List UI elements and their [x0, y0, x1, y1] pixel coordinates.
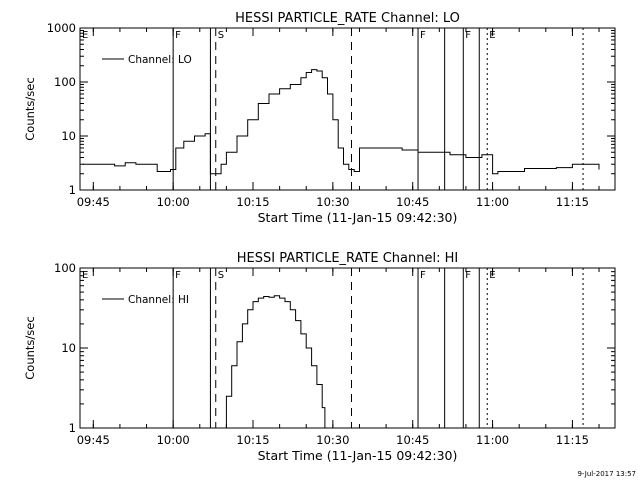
x-tick-label: 10:30 — [316, 433, 349, 447]
series-line — [82, 69, 600, 175]
footer-date: 9-Jul-2017 13:57 — [577, 470, 636, 478]
flag-label: F — [465, 30, 471, 41]
x-tick-label: 10:45 — [396, 433, 429, 447]
x-tick-label: 10:15 — [236, 195, 269, 209]
x-tick-label: 09:45 — [77, 195, 110, 209]
y-tick-label: 1000 — [47, 21, 76, 35]
y-tick-label: 1 — [69, 183, 76, 197]
legend-label: Channel: LO — [128, 54, 192, 66]
x-tick-label: 10:30 — [316, 195, 349, 209]
flag-label: S — [218, 270, 224, 281]
x-tick-label: 10:00 — [157, 195, 190, 209]
x-tick-label: 11:00 — [476, 195, 509, 209]
plot-frame — [79, 27, 616, 191]
y-tick-label: 100 — [54, 261, 76, 275]
y-tick-label: 1 — [69, 421, 76, 435]
flag-label: E — [489, 270, 495, 281]
x-tick-label: 10:45 — [396, 195, 429, 209]
x-tick-label: 10:00 — [157, 433, 190, 447]
y-tick-label: 10 — [61, 341, 76, 355]
y-tick-label: 100 — [54, 75, 76, 89]
chart-title: HESSI PARTICLE_RATE Channel: LO — [235, 11, 460, 26]
flag-label: E — [489, 30, 495, 41]
flag-label: F — [175, 30, 181, 41]
corner-flag-label: E — [82, 270, 88, 281]
flag-label: F — [420, 270, 426, 281]
legend-label: Channel: HI — [128, 294, 189, 306]
x-tick-label: 10:15 — [236, 433, 269, 447]
flag-label: F — [465, 270, 471, 281]
y-axis-label: Counts/sec — [23, 316, 37, 379]
series-line — [221, 295, 326, 429]
x-tick-label: 09:45 — [77, 433, 110, 447]
x-tick-label: 11:15 — [556, 433, 589, 447]
flag-label: S — [218, 30, 224, 41]
x-axis-label: Start Time (11-Jan-15 09:42:30) — [258, 448, 458, 463]
chart-panel-lo: HESSI PARTICLE_RATE Channel: LO 1 10 100 100… — [23, 11, 616, 225]
x-axis-label: Start Time (11-Jan-15 09:42:30) — [258, 210, 458, 225]
chart-panel-hi: HESSI PARTICLE_RATE Channel: HI 1 10 100 09:… — [23, 251, 616, 463]
corner-flag-label: E — [82, 30, 88, 41]
y-tick-label: 10 — [61, 129, 76, 143]
flag-label: F — [175, 270, 181, 281]
x-tick-label: 11:00 — [476, 433, 509, 447]
chart-title: HESSI PARTICLE_RATE Channel: HI — [237, 251, 458, 266]
plot-frame — [79, 267, 616, 429]
y-axis-label: Counts/sec — [23, 77, 37, 140]
x-tick-label: 11:15 — [556, 195, 589, 209]
flag-label: F — [420, 30, 426, 41]
